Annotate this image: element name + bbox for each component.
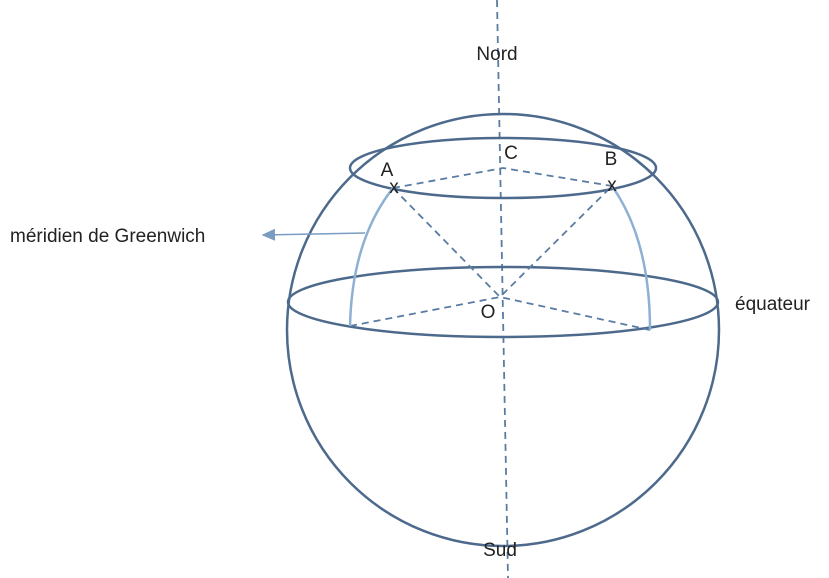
equator-line: [286, 265, 720, 339]
radius-o: [392, 185, 613, 299]
marker: x: [389, 177, 399, 198]
marker: x: [607, 175, 617, 196]
north-label: Nord: [476, 44, 517, 65]
point-label: C: [504, 143, 518, 164]
greenwich-meridian: [348, 187, 394, 327]
radius-equator: [349, 296, 651, 331]
equator-label: équateur: [735, 294, 811, 315]
axis: [496, 0, 509, 578]
radius-c: [392, 167, 613, 189]
meridian-label: méridien de Greenwich: [10, 226, 205, 247]
meridian-b: [610, 185, 652, 331]
point-label: A: [381, 160, 394, 181]
point-label: O: [481, 302, 496, 323]
parallel: [348, 136, 658, 200]
arrow: [261, 228, 366, 241]
point-label: B: [605, 149, 618, 170]
sphere: [285, 112, 721, 548]
south-label: Sud: [483, 540, 517, 561]
